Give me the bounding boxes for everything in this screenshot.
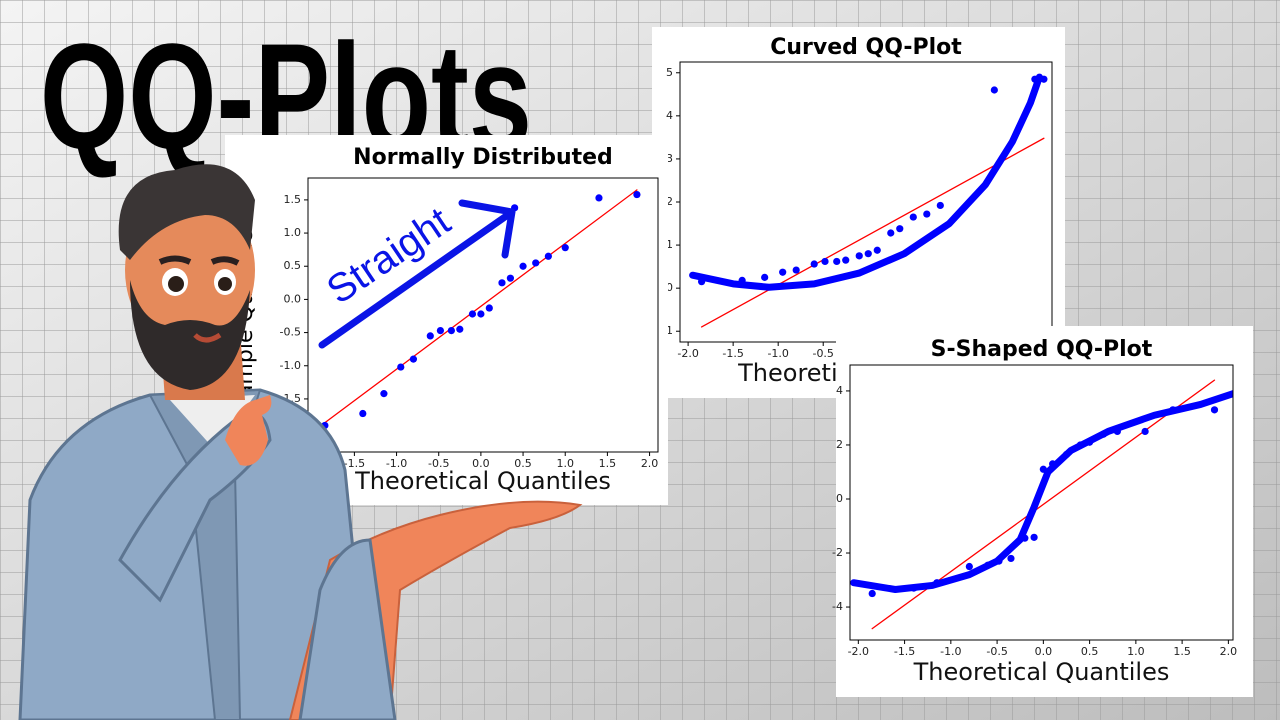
- point: [633, 190, 641, 199]
- x-tick-label: 0.0: [472, 457, 490, 470]
- curve-overlay: [850, 390, 1233, 593]
- y-tick-label: 1.5: [284, 193, 302, 206]
- x-tick-label: 1.5: [599, 457, 617, 470]
- x-tick-label: 0.5: [1081, 645, 1099, 658]
- annotation-arrow: [318, 199, 516, 349]
- point: [447, 326, 455, 335]
- x-tick-label: -1.0: [386, 457, 407, 470]
- x-tick-label: -1.5: [344, 457, 365, 470]
- point: [855, 252, 863, 260]
- panel-background: [836, 326, 1253, 697]
- chart-title: Normally Distributed: [353, 145, 613, 170]
- point: [965, 562, 973, 571]
- y-tick-label: 5: [666, 66, 673, 79]
- point: [1030, 533, 1038, 541]
- point: [868, 589, 876, 598]
- y-tick-label: 3: [666, 152, 673, 165]
- point: [1007, 554, 1015, 563]
- y-tick-label: -0.5: [280, 326, 301, 339]
- point: [833, 257, 841, 266]
- x-tick-label: 1.0: [1127, 645, 1145, 658]
- y-tick-label: -4: [832, 600, 843, 613]
- x-tick-label: 0.5: [514, 457, 532, 470]
- plot-area: [850, 379, 1233, 630]
- y-tick-label: 4: [836, 384, 843, 397]
- point: [409, 355, 418, 363]
- x-tick-label: -1.5: [722, 347, 743, 360]
- point: [821, 257, 829, 266]
- point: [506, 274, 515, 282]
- x-tick-label: 0.0: [1035, 645, 1053, 658]
- point: [909, 213, 917, 221]
- curve-overlay: [689, 73, 1043, 291]
- point: [842, 256, 850, 264]
- point: [873, 246, 881, 254]
- point: [779, 268, 787, 276]
- point: [426, 332, 434, 340]
- x-tick-label: -1.0: [940, 645, 961, 658]
- y-tick-label: -2: [832, 546, 843, 559]
- point: [792, 266, 800, 274]
- point: [498, 279, 506, 287]
- plot-frame: [307, 177, 659, 453]
- point: [359, 409, 367, 418]
- point: [456, 325, 464, 333]
- point: [561, 244, 569, 252]
- x-tick-label: 2.0: [1220, 645, 1238, 658]
- point: [380, 390, 388, 398]
- point: [485, 304, 493, 312]
- x-tick-label: -0.5: [812, 347, 833, 360]
- point: [436, 326, 445, 335]
- x-tick-label: -1.0: [767, 347, 788, 360]
- point: [468, 310, 477, 318]
- point: [810, 260, 818, 268]
- chart-title: Curved QQ-Plot: [770, 35, 962, 60]
- y-tick-label: 0: [666, 281, 673, 294]
- y-tick-label: -1.0: [280, 359, 301, 372]
- x-tick-label: -2.0: [848, 645, 869, 658]
- chart-panel: S-Shaped QQ-Plot Theoretical Quantiles -2.…: [832, 326, 1253, 697]
- y-tick-label: 2: [666, 195, 673, 208]
- point: [1210, 406, 1219, 414]
- point: [896, 225, 904, 233]
- point: [990, 86, 998, 94]
- person-illustration: [18, 164, 583, 720]
- x-tick-label: -0.5: [986, 645, 1007, 658]
- point: [887, 229, 895, 237]
- y-tick-label: 4: [666, 109, 673, 122]
- point: [544, 252, 552, 260]
- point: [595, 194, 603, 202]
- y-tick-label: 1: [666, 238, 673, 251]
- point: [761, 273, 769, 281]
- point: [1141, 427, 1149, 436]
- x-tick-label: -2.0: [677, 347, 698, 360]
- y-tick-label: 0: [836, 492, 843, 505]
- y-tick-label: 0.5: [284, 259, 302, 272]
- x-tick-label: -1.5: [894, 645, 915, 658]
- y-tick-label: 2: [836, 438, 843, 451]
- point: [532, 259, 540, 267]
- x-tick-label: 2.0: [641, 457, 659, 470]
- point: [397, 363, 405, 371]
- x-tick-label: 1.0: [556, 457, 574, 470]
- x-tick-label: -0.5: [428, 457, 449, 470]
- plot-area: [689, 73, 1048, 328]
- point: [519, 262, 527, 270]
- y-tick-label: 0.0: [284, 292, 302, 305]
- point: [477, 310, 485, 318]
- reference-line: [311, 189, 638, 433]
- y-tick-label: 1.0: [284, 226, 302, 239]
- point: [936, 201, 944, 210]
- x-axis-label: Theoretical Quantiles: [913, 658, 1170, 686]
- plot-frame: [849, 364, 1234, 641]
- reference-line: [700, 137, 1045, 328]
- x-tick-label: 1.5: [1173, 645, 1191, 658]
- chart-title: S-Shaped QQ-Plot: [931, 337, 1153, 362]
- x-axis-label: Theoretical Quantiles: [354, 467, 611, 495]
- point: [864, 250, 872, 258]
- point: [923, 210, 931, 218]
